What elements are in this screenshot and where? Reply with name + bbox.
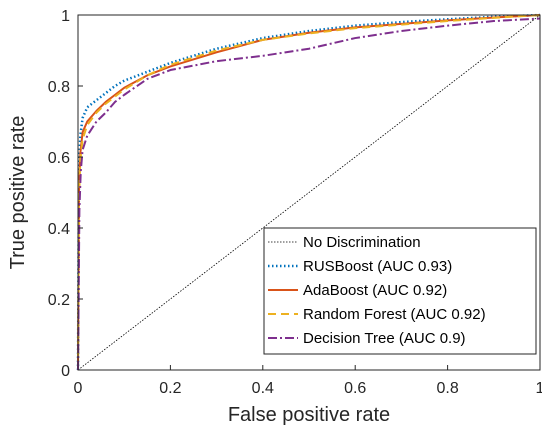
legend-label-decision-tree: Decision Tree (AUC 0.9) — [303, 330, 466, 347]
x-tick-label: 0 — [74, 380, 83, 397]
legend-label-adaboost: AdaBoost (AUC 0.92) — [303, 282, 447, 299]
y-tick-label: 0 — [61, 363, 70, 380]
x-tick-label: 0.6 — [344, 380, 366, 397]
series-line-rusboost — [76, 13, 541, 371]
legend-box — [263, 227, 537, 355]
y-tick-label: 1 — [61, 8, 70, 25]
y-axis: 0 0.2 0.4 0.6 0.8 1 — [48, 8, 83, 380]
y-axis-title: True positive rate — [7, 116, 29, 270]
plot-frame — [77, 14, 541, 371]
series-line-random-forest — [77, 14, 541, 371]
y-tick-label: 0.6 — [48, 150, 70, 167]
legend-label-no-discrimination: No Discrimination — [303, 234, 421, 251]
x-tick-label: 0.8 — [436, 380, 458, 397]
legend: No Discrimination RUSBoost (AUC 0.93) AdaB… — [263, 227, 537, 355]
x-tick-label: 1 — [536, 380, 542, 397]
x-axis-title: False positive rate — [228, 404, 390, 426]
legend-label-rusboost: RUSBoost (AUC 0.93) — [303, 258, 452, 275]
y-tick-label: 0.8 — [48, 79, 70, 96]
legend-label-random-forest: Random Forest (AUC 0.92) — [303, 306, 486, 323]
y-tick-label: 0.2 — [48, 292, 70, 309]
x-axis: 0 0.2 0.4 0.6 0.8 1 — [74, 365, 542, 397]
series-line-no-discrimination — [77, 14, 541, 371]
series-layer — [76, 13, 541, 371]
x-tick-label: 0.2 — [159, 380, 181, 397]
series-line-decision-tree — [77, 17, 541, 371]
y-tick-label: 0.4 — [48, 221, 70, 238]
x-tick-label: 0.4 — [252, 380, 274, 397]
reference-layer — [77, 14, 541, 371]
